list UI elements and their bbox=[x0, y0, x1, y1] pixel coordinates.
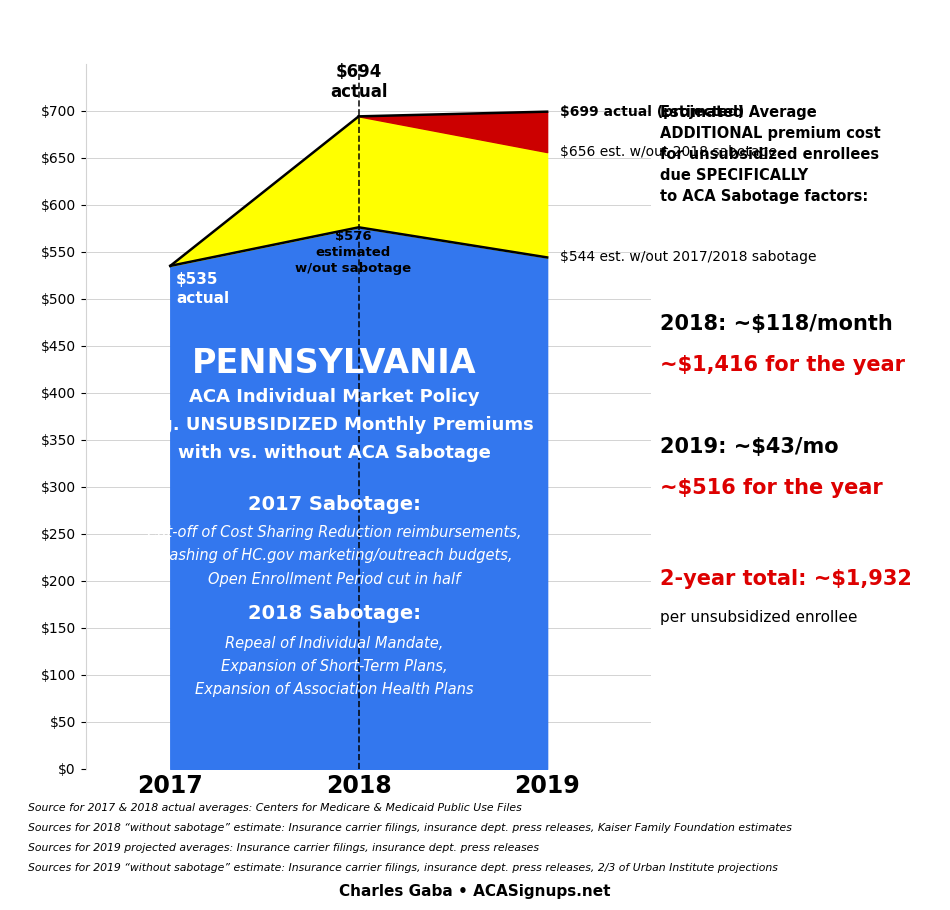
Text: Slashing of HC.gov marketing/outreach budgets,: Slashing of HC.gov marketing/outreach bu… bbox=[156, 549, 512, 563]
Text: with vs. without ACA Sabotage: with vs. without ACA Sabotage bbox=[178, 444, 490, 462]
Text: per unsubsidized enrollee: per unsubsidized enrollee bbox=[660, 610, 858, 624]
Text: Repeal of Individual Mandate,: Repeal of Individual Mandate, bbox=[225, 636, 444, 651]
Text: Expansion of Short-Term Plans,: Expansion of Short-Term Plans, bbox=[221, 659, 447, 674]
Text: Open Enrollment Period cut in half: Open Enrollment Period cut in half bbox=[208, 571, 461, 587]
Text: Source for 2017 & 2018 actual averages: Centers for Medicare & Medicaid Public U: Source for 2017 & 2018 actual averages: … bbox=[28, 803, 522, 813]
Text: Estimated Average
ADDITIONAL premium cost
for unsubsidized enrollees
due SPECIFI: Estimated Average ADDITIONAL premium cos… bbox=[660, 105, 881, 204]
Text: Sources for 2018 “without sabotage” estimate: Insurance carrier filings, insuran: Sources for 2018 “without sabotage” esti… bbox=[28, 823, 792, 833]
Text: $535
actual: $535 actual bbox=[176, 272, 229, 306]
Text: ~$516 for the year: ~$516 for the year bbox=[660, 478, 883, 498]
Text: Sources for 2019 “without sabotage” estimate: Insurance carrier filings, insuran: Sources for 2019 “without sabotage” esti… bbox=[28, 863, 778, 873]
Text: 2018: ~$118/month: 2018: ~$118/month bbox=[660, 314, 893, 334]
Text: $694
actual: $694 actual bbox=[330, 63, 388, 101]
Text: Expansion of Association Health Plans: Expansion of Association Health Plans bbox=[195, 682, 473, 697]
Text: $699 actual (projected): $699 actual (projected) bbox=[560, 105, 745, 118]
Text: ACA Individual Market Policy: ACA Individual Market Policy bbox=[189, 388, 480, 406]
Text: 2-year total: ~$1,932: 2-year total: ~$1,932 bbox=[660, 569, 912, 589]
Text: ~$1,416 for the year: ~$1,416 for the year bbox=[660, 355, 905, 375]
Text: Charles Gaba • ACASignups.net: Charles Gaba • ACASignups.net bbox=[339, 885, 611, 899]
Text: Cut-off of Cost Sharing Reduction reimbursements,: Cut-off of Cost Sharing Reduction reimbu… bbox=[147, 525, 522, 541]
Text: $656 est. w/out 2018 sabotage: $656 est. w/out 2018 sabotage bbox=[560, 145, 777, 159]
Text: $576
estimated
w/out sabotage: $576 estimated w/out sabotage bbox=[295, 230, 411, 275]
Text: Sources for 2019 projected averages: Insurance carrier filings, insurance dept. : Sources for 2019 projected averages: Ins… bbox=[28, 843, 540, 853]
Text: PENNSYLVANIA: PENNSYLVANIA bbox=[192, 347, 477, 380]
Text: 2019: ~$43/mo: 2019: ~$43/mo bbox=[660, 437, 839, 457]
Text: 2017 Sabotage:: 2017 Sabotage: bbox=[248, 495, 421, 514]
Text: Avg. UNSUBSIDIZED Monthly Premiums: Avg. UNSUBSIDIZED Monthly Premiums bbox=[135, 417, 534, 434]
Text: $544 est. w/out 2017/2018 sabotage: $544 est. w/out 2017/2018 sabotage bbox=[560, 250, 817, 265]
Text: 2018 Sabotage:: 2018 Sabotage: bbox=[248, 604, 421, 623]
